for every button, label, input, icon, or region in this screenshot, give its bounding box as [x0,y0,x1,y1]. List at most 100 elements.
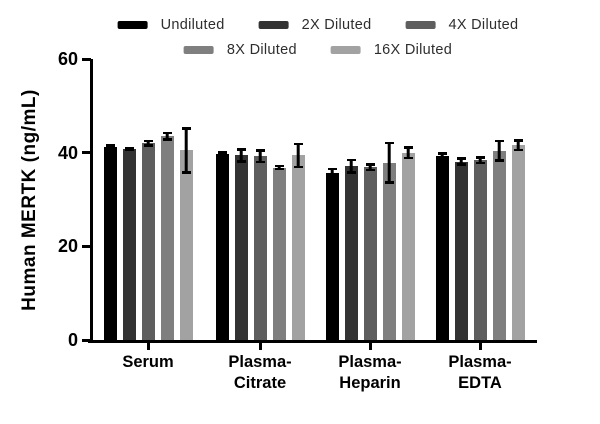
bar-plasma-edta-4x-diluted [473,160,487,340]
error-bar-cap-top [513,139,523,142]
error-bar-plasma-edta-8x-diluted [494,139,504,163]
error-bar-line [296,142,300,169]
bar-serum-8x-diluted [160,136,174,340]
error-bar-cap-top [274,164,284,168]
error-bar-cap-bottom [456,163,466,166]
x-group-label-plasma-citrate: Plasma- Citrate [228,353,292,393]
legend-swatch-icon [117,21,148,29]
error-bar-cap-bottom [384,181,394,185]
error-bar-line [459,157,463,166]
error-bar-line [478,155,482,165]
bar-plasma-edta-undiluted [435,155,449,340]
legend-item-4x-diluted: 4X Diluted [405,17,518,33]
legend-label: Undiluted [160,17,225,33]
error-bar-cap-bottom [181,171,191,174]
error-bar-plasma-citrate-2x-diluted [236,147,246,163]
error-bar-cap-bottom [494,159,504,163]
error-bar-line [330,167,334,179]
y-axis-tick [82,338,91,342]
error-bar-plasma-citrate-16x-diluted [293,142,303,169]
error-bar-cap-top [181,126,191,130]
bar-plasma-heparin-undiluted [325,173,339,340]
bar-plasma-heparin-8x-diluted [382,162,396,340]
error-bar-line [497,139,501,163]
error-bar-line [108,144,112,150]
error-bar-cap-bottom [437,157,447,160]
legend-swatch-icon [405,21,436,29]
error-bar-cap-bottom [105,147,115,150]
plot-area [93,59,537,340]
error-bar-serum-2x-diluted [124,146,134,152]
error-bar-plasma-edta-4x-diluted [475,155,485,165]
error-bar-plasma-citrate-4x-diluted [255,149,265,164]
legend-label: 16X Diluted [373,42,453,58]
y-axis-line [90,59,93,343]
error-bar-plasma-edta-16x-diluted [513,139,523,152]
y-axis-tick [82,151,91,155]
error-bar-line [516,139,520,152]
error-bar-cap-bottom [365,168,375,172]
x-axis-tick [478,343,482,350]
error-bar-line [165,131,169,141]
x-group-label-serum: Serum [122,353,174,371]
error-bar-line [277,164,281,171]
error-bar-cap-top [437,152,447,155]
error-bar-cap-bottom [124,148,134,152]
error-bar-plasma-heparin-2x-diluted [346,158,356,174]
error-bar-cap-top [255,149,265,152]
error-bar-cap-top [327,167,337,171]
error-bar-cap-bottom [255,160,265,164]
bar-plasma-heparin-16x-diluted [401,152,415,340]
error-bar-cap-top [494,139,504,143]
legend-item-undiluted: Undiluted [117,17,225,33]
legend-item-2x-diluted: 2X Diluted [258,17,372,33]
bar-plasma-citrate-2x-diluted [234,155,248,340]
x-axis-tick [146,343,150,350]
error-bar-cap-top [105,144,115,147]
legend-row: 8X Diluted 16X Diluted [183,42,453,58]
error-bar-cap-top [293,142,303,146]
x-group-label-plasma-edta: Plasma- EDTA [448,353,512,393]
error-bar-cap-bottom [403,156,413,160]
error-bar-cap-top [236,147,246,151]
error-bar-cap-top [456,157,466,160]
error-bar-cap-bottom [236,160,246,163]
error-bar-line [368,162,372,172]
legend-swatch-icon [183,46,214,54]
y-tick-label: 60 [57,49,78,69]
x-group-label-plasma-heparin: Plasma- Heparin [338,353,402,393]
error-bar-plasma-heparin-4x-diluted [365,162,375,172]
error-bar-cap-top [124,146,134,150]
error-bar-serum-undiluted [105,144,115,150]
bar-serum-2x-diluted [122,148,136,340]
error-bar-cap-bottom [293,165,303,169]
error-bar-plasma-edta-2x-diluted [456,157,466,166]
error-bar-line [146,139,150,148]
error-bar-plasma-citrate-undiluted [217,151,227,156]
error-bar-cap-bottom [327,176,337,179]
legend-label: 8X Diluted [226,42,297,58]
bar-serum-4x-diluted [141,143,155,340]
legend-label: 4X Diluted [448,17,519,33]
y-axis-tick [82,57,91,61]
error-bar-cap-bottom [475,161,485,165]
legend-item-8x-diluted: 8X Diluted [183,42,297,58]
error-bar-cap-top [475,155,485,159]
error-bar-line [406,146,410,160]
error-bar-cap-bottom [143,144,153,148]
error-bar-serum-16x-diluted [181,126,191,174]
x-axis-tick [258,343,262,350]
error-bar-plasma-citrate-8x-diluted [274,164,284,171]
legend-swatch-icon [258,21,289,29]
legend-item-16x-diluted: 16X Diluted [330,42,453,58]
error-bar-line [258,149,262,164]
bar-plasma-edta-2x-diluted [454,161,468,340]
error-bar-cap-top [346,158,356,162]
error-bar-plasma-heparin-8x-diluted [384,141,394,185]
error-bar-serum-8x-diluted [162,131,172,141]
error-bar-cap-top [384,141,394,145]
error-bar-plasma-heparin-16x-diluted [403,146,413,160]
x-axis-line [88,340,537,343]
bar-plasma-citrate-16x-diluted [291,155,305,340]
